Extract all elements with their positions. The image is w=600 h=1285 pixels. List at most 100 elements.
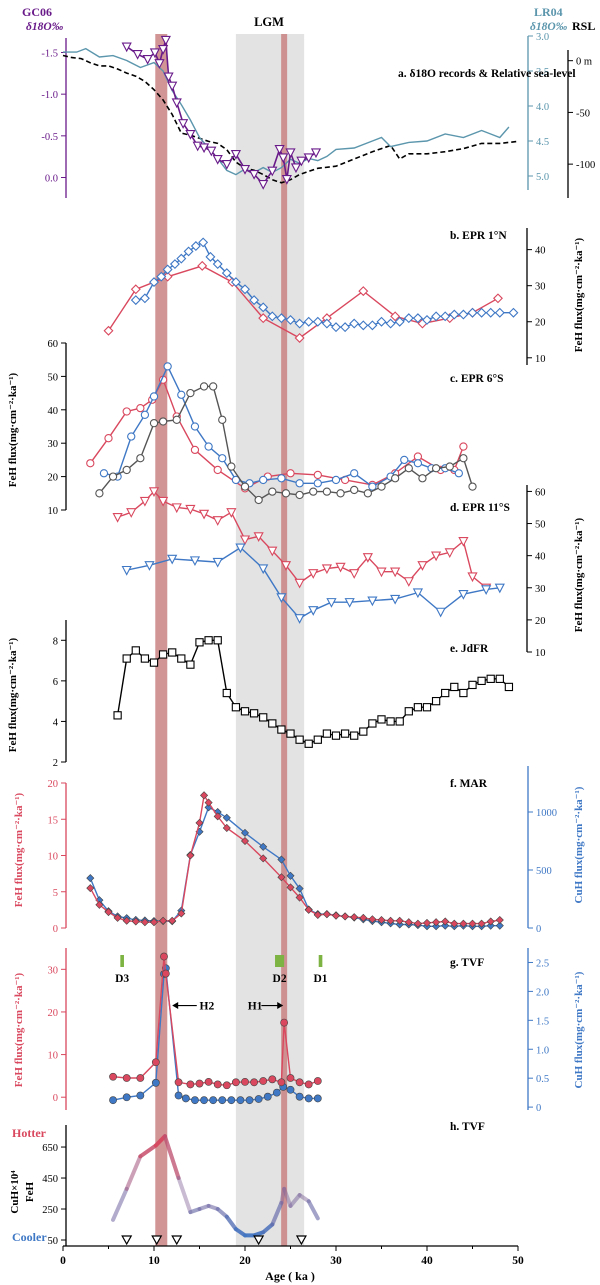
data-point	[340, 729, 350, 738]
data-point	[417, 561, 428, 571]
data-point	[272, 1088, 281, 1097]
data-point	[477, 919, 486, 928]
data-point	[486, 917, 495, 926]
data-point	[304, 1094, 313, 1103]
data-point	[186, 660, 195, 669]
data-point	[178, 119, 189, 129]
data-point	[209, 1096, 218, 1105]
data-point	[341, 912, 350, 921]
data-point	[313, 1077, 322, 1085]
data-point	[195, 638, 204, 647]
data-point	[121, 42, 132, 53]
x-tick-label-0: 0	[60, 1255, 66, 1267]
data-point	[286, 871, 295, 880]
y-tick-label: -0.5	[41, 132, 58, 143]
data-point	[248, 170, 260, 180]
data-point	[163, 362, 172, 371]
y-tick-label: 1.0	[536, 1045, 549, 1056]
data-point	[254, 495, 263, 505]
y-tick-label: 60	[48, 339, 59, 350]
data-point	[321, 318, 332, 329]
data-point	[176, 253, 187, 264]
y-tick-label: 20	[535, 318, 546, 329]
data-point	[213, 812, 222, 821]
panel-c-title: c. EPR 6°S	[450, 373, 503, 385]
data-point	[149, 277, 159, 288]
data-point	[183, 246, 194, 257]
data-point	[395, 916, 404, 925]
data-point	[274, 145, 285, 155]
y-tick-label: 40	[48, 406, 59, 417]
data-point	[304, 905, 313, 914]
data-point	[222, 1081, 231, 1090]
data-point	[413, 703, 423, 712]
data-point	[259, 854, 268, 863]
data-point	[148, 487, 160, 498]
data-point	[385, 318, 396, 329]
series-segment	[282, 1186, 293, 1208]
series-segment	[306, 1199, 320, 1221]
series-segment	[270, 1200, 284, 1227]
y-tick-label: 10	[48, 1051, 59, 1062]
data-point	[412, 313, 423, 324]
y-tick-label: 4	[53, 717, 59, 728]
data-point	[441, 688, 450, 698]
y-tick-label: -100	[576, 160, 595, 171]
y-tick-label: 1000	[536, 808, 557, 819]
data-point	[476, 307, 487, 318]
y-tick-label: 0.0	[45, 174, 58, 185]
data-point	[390, 567, 401, 578]
data-point	[313, 479, 322, 488]
data-point	[144, 561, 155, 571]
event-label-D3: D3	[115, 973, 129, 985]
data-point	[231, 1078, 240, 1087]
data-point	[140, 918, 149, 927]
data-point	[171, 98, 182, 109]
highlight-bar-2	[281, 34, 288, 1246]
data-point	[226, 508, 237, 518]
y-tick-label: 30	[48, 965, 59, 976]
data-point	[286, 1085, 295, 1094]
data-point	[431, 311, 442, 322]
data-point	[358, 286, 369, 297]
data-point	[195, 1079, 204, 1088]
data-point	[240, 836, 250, 846]
series-segment	[224, 1214, 238, 1232]
data-point	[149, 918, 159, 927]
data-point	[367, 320, 378, 331]
data-point	[413, 459, 423, 468]
data-point	[213, 636, 222, 645]
data-point	[281, 489, 291, 498]
data-point	[199, 382, 209, 391]
data-point	[431, 464, 441, 473]
data-point	[377, 482, 386, 491]
x-tick-label-3: 30	[330, 1255, 342, 1267]
sample-marker-2	[151, 1235, 163, 1246]
data-point	[267, 166, 278, 177]
y-tick-label: 3.5	[536, 67, 549, 78]
data-point	[440, 311, 451, 322]
data-point	[168, 916, 177, 925]
data-point	[136, 1074, 145, 1082]
data-point	[95, 900, 104, 909]
data-point	[131, 917, 140, 926]
panel-a-title: a. δ18O records & Relative sea-level	[398, 68, 576, 80]
y-tick-label: 20	[535, 616, 546, 627]
data-point	[195, 818, 204, 827]
data-point	[190, 241, 201, 252]
data-point	[259, 842, 268, 851]
data-point	[140, 654, 150, 663]
data-point	[198, 143, 210, 154]
data-point	[295, 893, 304, 902]
data-point	[459, 919, 468, 928]
x-tick-label-4: 40	[421, 1255, 433, 1267]
data-point	[331, 911, 341, 920]
data-point	[286, 883, 295, 892]
data-point	[368, 719, 377, 728]
data-point	[212, 155, 223, 165]
data-point	[486, 921, 495, 930]
data-point	[386, 717, 395, 726]
y-tick-label: 4.0	[536, 102, 549, 113]
sample-marker-5	[295, 1235, 307, 1246]
